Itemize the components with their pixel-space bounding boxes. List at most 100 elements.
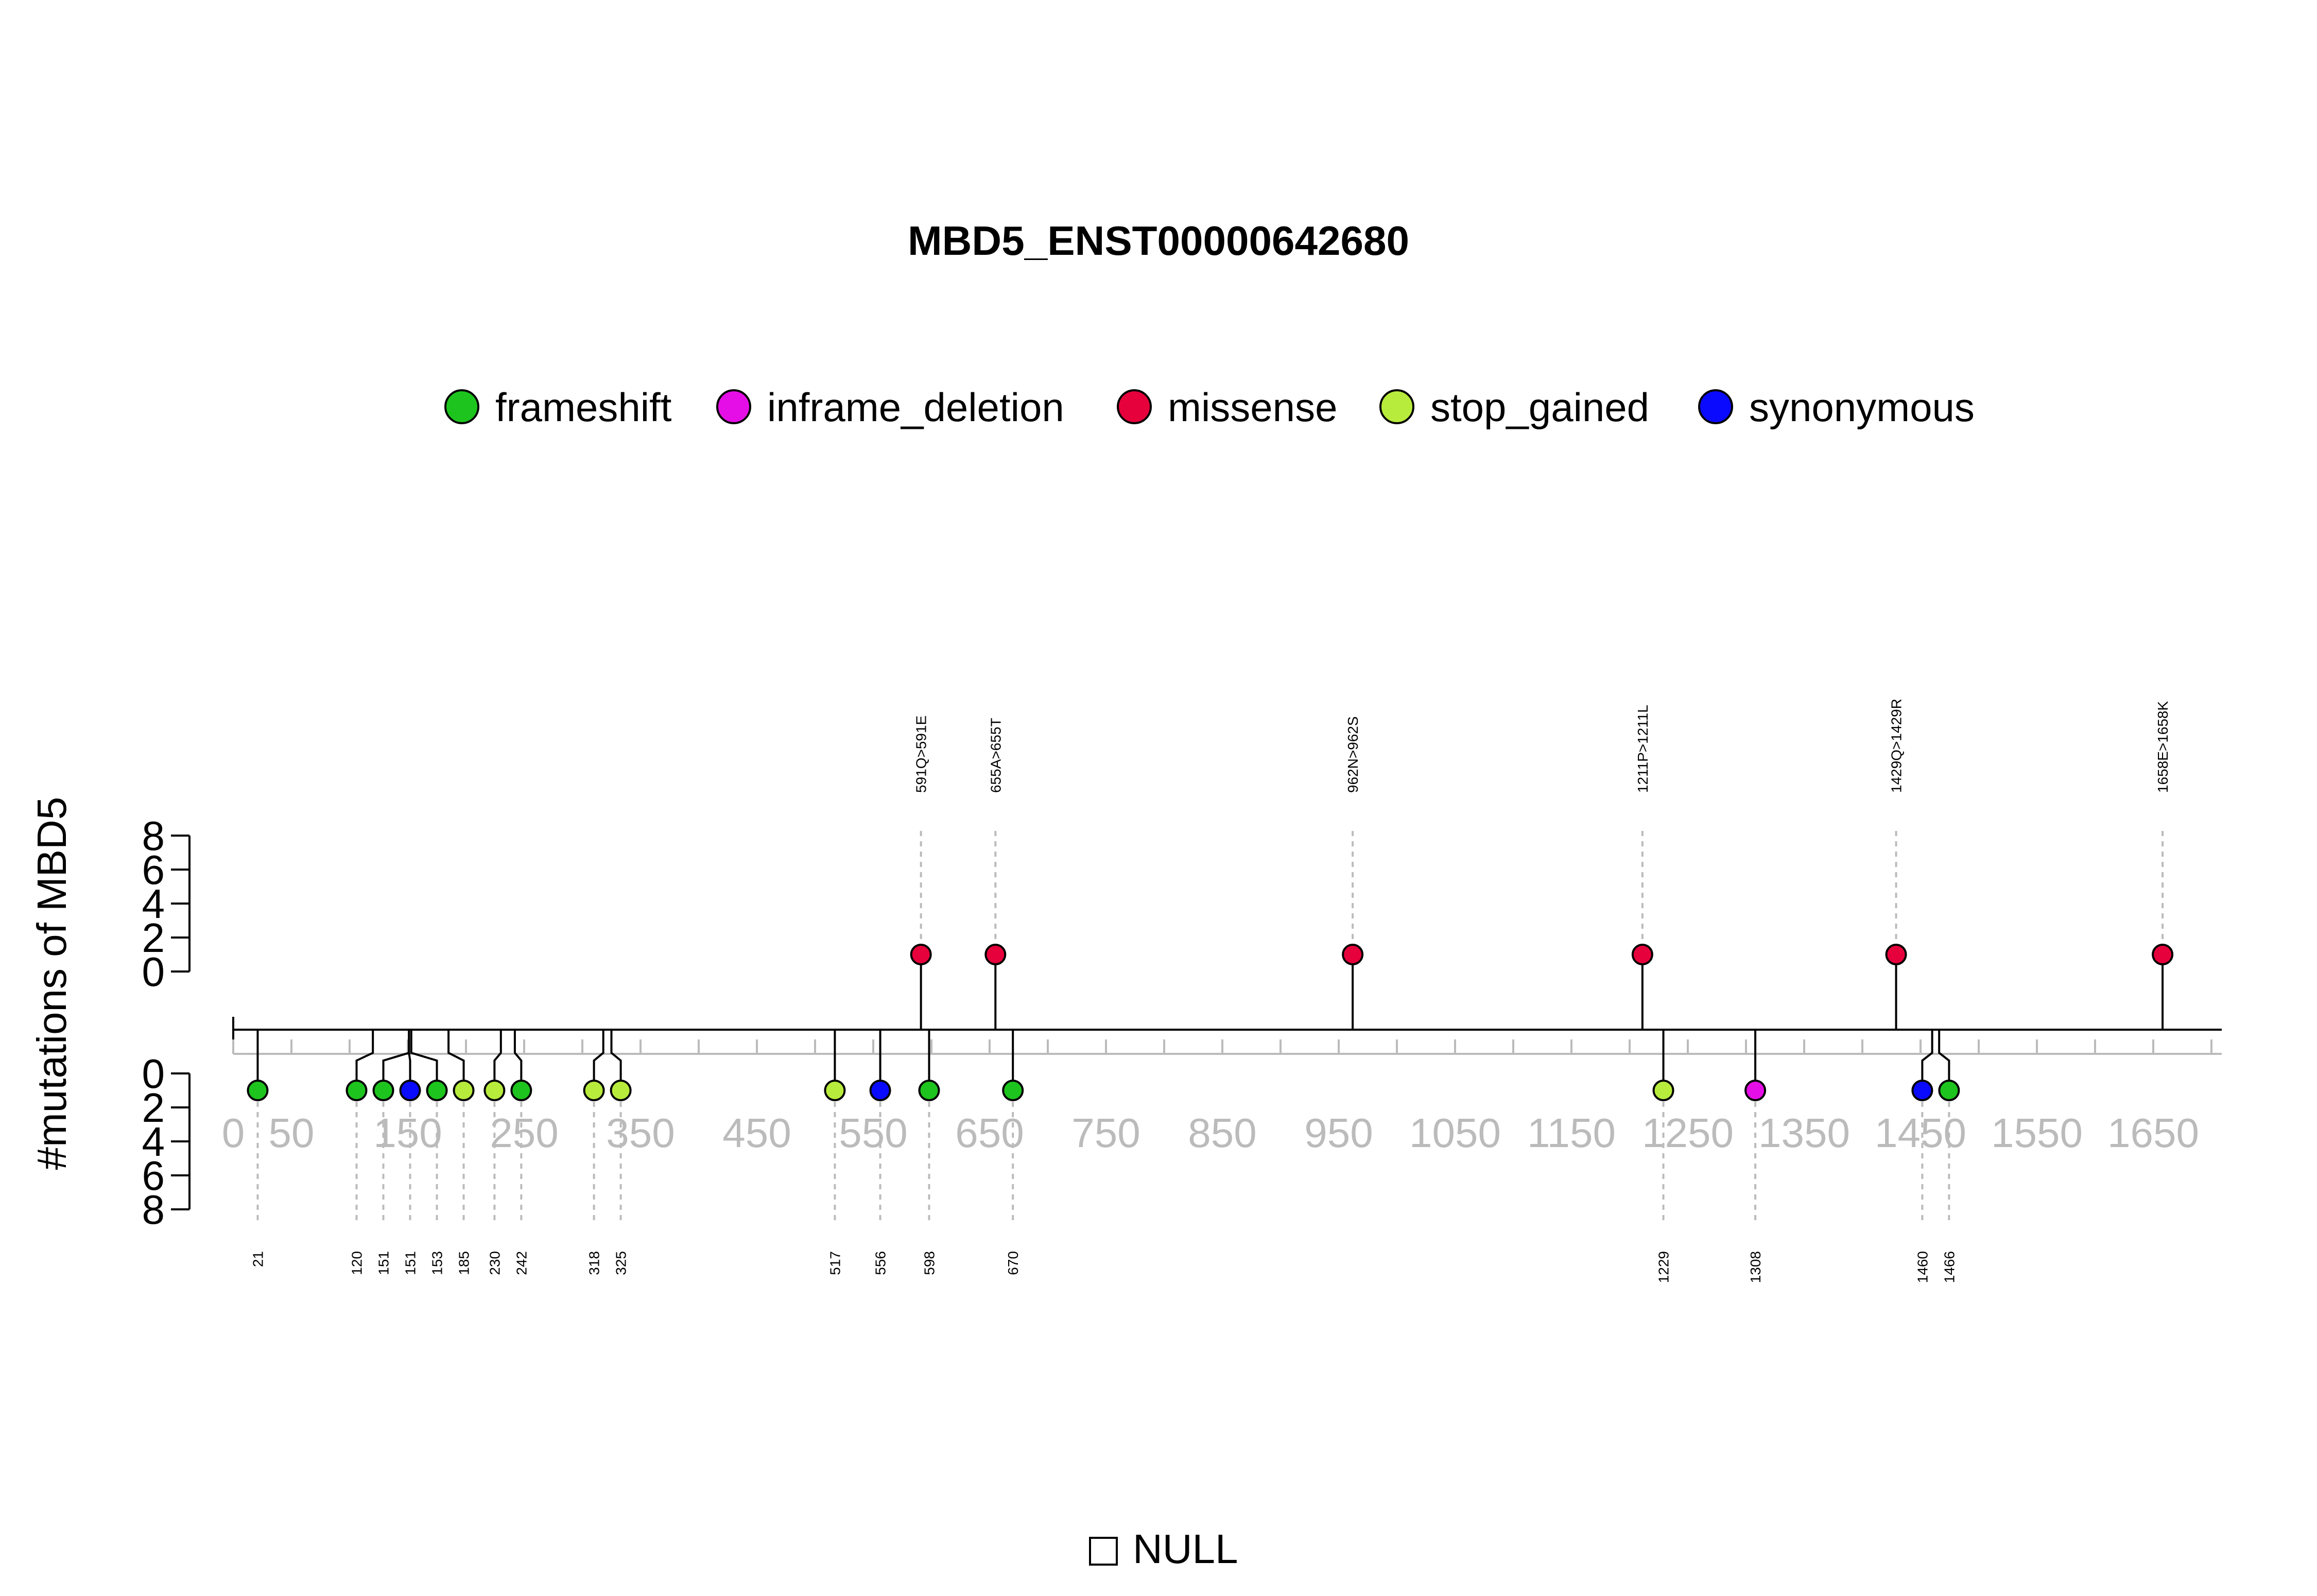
bottom-mutation-label: 598	[921, 1251, 937, 1275]
bottom-lollipop-head-inframe_deletion	[1744, 1080, 1767, 1101]
bottom-lollipop-head-stop_gained	[583, 1080, 605, 1101]
bottom-lollipop-head-stop_gained	[483, 1080, 506, 1101]
bottom-lollipop-head-frameshift	[247, 1080, 269, 1101]
bottom-lollipop-head-frameshift	[918, 1080, 940, 1101]
bottom-lollipop-stem	[447, 1030, 465, 1090]
x-tick-label: 550	[839, 1110, 907, 1156]
y-bottom-tick-label: 4	[142, 1119, 165, 1165]
y-top-tick-label: 6	[142, 847, 165, 893]
bottom-lollipop-head-frameshift	[1938, 1080, 1960, 1101]
bottom-lollipop-head-frameshift	[426, 1080, 448, 1101]
y-top-tick-label: 4	[142, 881, 165, 927]
null-legend-label: NULL	[1133, 1526, 1238, 1572]
bottom-lollipop-head-frameshift	[345, 1080, 368, 1101]
bottom-lollipops: 21 120 151 151 153 185 230 242 318 325 517 556 598 67…	[247, 1030, 1960, 1283]
top-mutation-label: 591Q>591E	[913, 716, 929, 793]
legend-marker-synonymous	[1698, 389, 1733, 424]
bottom-mutation-label: 151	[403, 1251, 419, 1275]
chart-title: MBD5_ENST00000642680	[908, 218, 1409, 264]
x-tick-label: 1150	[1527, 1110, 1616, 1156]
bottom-mutation-label: 230	[487, 1251, 503, 1275]
top-lollipop-head-missense	[984, 944, 1007, 965]
bottom-lollipop-head-frameshift	[372, 1080, 394, 1101]
x-tick-label: 1350	[1758, 1110, 1850, 1156]
legend-label-frameshift: frameshift	[495, 385, 672, 430]
bottom-lollipop-stem	[1938, 1030, 1950, 1090]
bottom-mutation-label: 1308	[1748, 1251, 1763, 1283]
top-lollipop-head-missense	[1631, 944, 1653, 965]
legend-marker-frameshift	[444, 389, 479, 424]
top-lollipops: 591Q>591E 655A>655T 962N>962S 1211P>1211L 14…	[910, 699, 2174, 1030]
top-mutation-label: 1658E>1658K	[2155, 701, 2171, 793]
bottom-lollipop-stem	[493, 1030, 502, 1090]
bottom-lollipop-stem	[513, 1030, 523, 1090]
bottom-mutation-label: 21	[250, 1251, 266, 1267]
bottom-mutation-label: 670	[1005, 1251, 1021, 1275]
y-bottom-tick-label: 6	[142, 1153, 165, 1199]
legend-label-missense: missense	[1168, 385, 1337, 430]
y-bottom-tick-label: 2	[142, 1085, 165, 1131]
bottom-mutation-label: 318	[586, 1251, 602, 1275]
bottom-lollipop-head-synonymous	[1911, 1080, 1933, 1101]
y-top-tick-label: 8	[142, 813, 165, 859]
x-tick-label: 1550	[1991, 1110, 2083, 1156]
legend-label-synonymous: synonymous	[1749, 385, 1975, 430]
bottom-lollipop-head-stop_gained	[610, 1080, 632, 1101]
top-mutation-label: 1211P>1211L	[1635, 705, 1651, 793]
y-bottom-tick-label: 0	[142, 1051, 165, 1097]
x-tick-label: 1450	[1875, 1110, 1966, 1156]
bottom-lollipop-head-frameshift	[1002, 1080, 1024, 1101]
top-mutation-label: 1429Q>1429R	[1889, 699, 1905, 793]
bottom-mutation-label: 1229	[1656, 1251, 1672, 1283]
bottom-mutation-label: 151	[376, 1251, 392, 1275]
x-axis: 0 50 150 250 350 450 550 650 750 850 950 1050 1150 12…	[222, 1039, 2222, 1156]
x-tick-label: 850	[1188, 1110, 1256, 1156]
bottom-lollipop-head-stop_gained	[1652, 1080, 1674, 1101]
y-bottom-tick-label: 8	[142, 1187, 165, 1233]
bottom-lollipop-head-synonymous	[399, 1080, 421, 1101]
bottom-mutation-label: 242	[513, 1251, 529, 1275]
legend-label-stop_gained: stop_gained	[1430, 385, 1649, 430]
x-tick-label: 250	[490, 1110, 558, 1156]
top-lollipop-head-missense	[2152, 944, 2174, 965]
x-tick-label: 1050	[1409, 1110, 1501, 1156]
legend-label-inframe_deletion: inframe_deletion	[767, 385, 1064, 430]
bottom-mutation-label: 556	[873, 1251, 889, 1275]
x-tick-label: 350	[606, 1110, 675, 1156]
y-axis-label-group: #mutations of MBD5	[29, 797, 75, 1170]
null-legend-box	[1089, 1537, 1118, 1566]
legend: frameshift inframe_deletion missense stop_g…	[444, 385, 1975, 430]
top-mutation-label: 655A>655T	[988, 718, 1004, 793]
bottom-mutation-label: 325	[613, 1251, 629, 1275]
bottom-mutation-label: 517	[827, 1251, 843, 1275]
bottom-lollipop-stem	[355, 1030, 374, 1090]
bottom-mutation-label: 1460	[1914, 1251, 1930, 1283]
top-lollipop-head-missense	[910, 944, 932, 965]
x-tick-label: 50	[269, 1110, 315, 1156]
bottom-lollipop-stem	[410, 1030, 438, 1090]
x-tick-label: 450	[722, 1110, 791, 1156]
x-tick-label: 1650	[2107, 1110, 2199, 1156]
bottom-lollipop-stem	[1921, 1030, 1933, 1090]
bottom-lollipop-stem	[610, 1030, 622, 1090]
x-tick-label: 950	[1304, 1110, 1373, 1156]
bottom-lollipop-stem	[593, 1030, 604, 1090]
legend-marker-stop_gained	[1379, 389, 1414, 424]
bottom-lollipop-head-frameshift	[510, 1080, 532, 1101]
null-legend: NULL	[1089, 1526, 1238, 1572]
bottom-lollipop-head-stop_gained	[824, 1080, 846, 1101]
bottom-mutation-label: 1466	[1941, 1251, 1957, 1283]
bottom-lollipop-head-stop_gained	[453, 1080, 475, 1101]
top-mutation-label: 962N>962S	[1345, 716, 1361, 793]
bottom-mutation-label: 120	[349, 1251, 365, 1275]
bottom-lollipop-stem	[408, 1030, 411, 1090]
y-top-tick-label: 0	[142, 949, 165, 995]
x-tick-label: 0	[222, 1110, 245, 1156]
x-tick-label: 1250	[1642, 1110, 1734, 1156]
legend-marker-inframe_deletion	[716, 389, 751, 424]
protein-backbone	[232, 1017, 2222, 1043]
bottom-mutation-label: 185	[456, 1251, 472, 1275]
